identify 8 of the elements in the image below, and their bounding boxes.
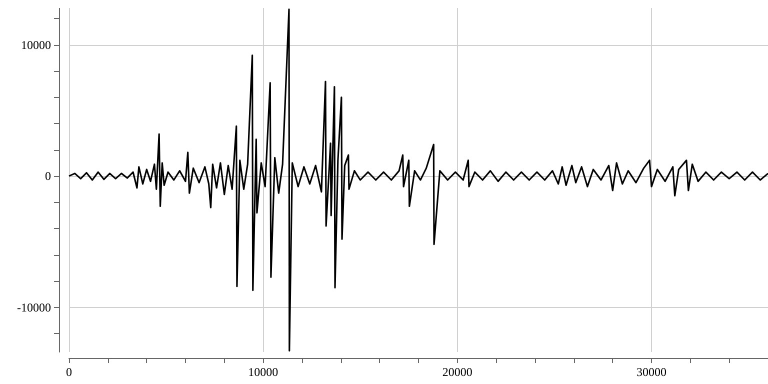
y-tick-label: 0	[45, 169, 51, 184]
line-series	[68, 8, 768, 352]
y-tick-label: -10000	[17, 300, 51, 314]
x-tick-label: 0	[66, 365, 72, 379]
x-tick-label: 10000	[248, 365, 278, 379]
x-tick-label: 20000	[442, 365, 472, 379]
x-tick-label: 30000	[636, 365, 666, 379]
y-tick-label: 10000	[21, 38, 51, 52]
